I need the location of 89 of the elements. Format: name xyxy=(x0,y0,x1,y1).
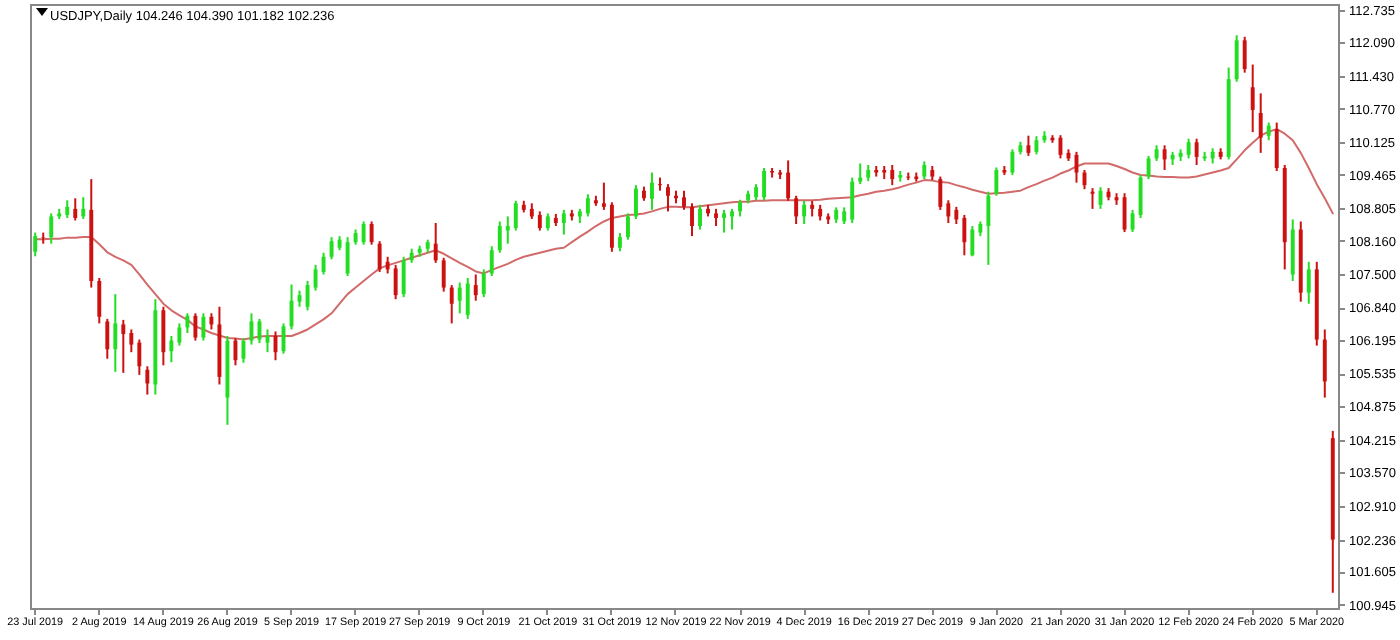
candlestick xyxy=(962,213,967,257)
candlestick xyxy=(129,328,134,354)
candlestick xyxy=(666,183,670,213)
candlestick xyxy=(1274,121,1279,173)
candlestick xyxy=(329,236,334,261)
candlestick xyxy=(938,175,943,211)
candlestick xyxy=(161,305,166,367)
candlestick xyxy=(1058,134,1063,160)
candlestick xyxy=(345,236,350,277)
candlestick xyxy=(1034,135,1039,156)
candlestick xyxy=(730,207,735,231)
candlestick xyxy=(609,201,614,253)
candlestick xyxy=(1146,154,1151,181)
candlestick xyxy=(241,337,246,364)
candlestick xyxy=(1306,260,1311,305)
candlestick xyxy=(313,263,318,292)
candlestick xyxy=(633,184,638,220)
candlestick xyxy=(794,194,799,225)
candlestick xyxy=(601,181,606,211)
candlestick xyxy=(193,312,198,342)
candlestick xyxy=(113,293,118,373)
candlestick xyxy=(169,335,174,364)
candlestick xyxy=(201,312,206,342)
candlestick xyxy=(1162,144,1167,172)
candlestick xyxy=(625,212,630,241)
candlestick xyxy=(49,212,54,245)
candlestick xyxy=(802,199,807,225)
candlestick xyxy=(698,203,702,231)
candlestick xyxy=(513,199,518,232)
candlestick xyxy=(585,193,590,218)
candlestick xyxy=(561,208,566,236)
candlestick xyxy=(650,171,654,211)
candlestick xyxy=(177,322,182,347)
candlestick xyxy=(537,210,542,232)
candlestick xyxy=(41,231,46,245)
candlestick xyxy=(1130,208,1135,234)
candlestick xyxy=(401,255,406,299)
candlestick xyxy=(762,166,767,202)
candlestick xyxy=(185,312,190,334)
candlestick xyxy=(457,281,462,315)
candlestick xyxy=(105,317,110,360)
candlestick xyxy=(481,268,486,299)
candlestick xyxy=(1186,137,1191,160)
candlestick xyxy=(377,240,382,273)
candlestick xyxy=(393,263,398,301)
candlestick xyxy=(321,251,326,276)
candlestick xyxy=(682,189,686,211)
candlestick xyxy=(946,199,951,224)
candlestick xyxy=(1026,134,1031,157)
candlestick xyxy=(73,197,78,222)
candlestick xyxy=(305,280,310,312)
candlestick xyxy=(970,225,975,258)
candlestick xyxy=(722,208,727,234)
candlestick xyxy=(441,256,446,293)
candlestick xyxy=(1290,218,1295,283)
candlestick xyxy=(1010,148,1015,177)
candlestick xyxy=(489,245,494,277)
candlestick xyxy=(617,232,622,253)
candlestick xyxy=(369,220,374,246)
candlestick xyxy=(786,159,791,202)
candlestick xyxy=(850,176,855,224)
candlestick xyxy=(1194,137,1199,166)
candlestick xyxy=(233,337,238,367)
candlestick xyxy=(1250,63,1255,134)
candlestick xyxy=(994,166,999,197)
candlestick xyxy=(505,215,510,245)
candlestick xyxy=(361,220,366,246)
candlestick xyxy=(33,231,38,258)
candlestick xyxy=(1258,92,1263,154)
candlestick xyxy=(97,276,102,325)
candlestick xyxy=(1122,192,1127,234)
candlestick xyxy=(858,162,863,186)
candlestick xyxy=(81,196,86,220)
candlestick xyxy=(449,284,454,325)
candlestick xyxy=(690,202,694,238)
candlestick xyxy=(433,221,438,264)
candlestick xyxy=(658,176,662,192)
candlestick xyxy=(1138,174,1143,219)
candlestick xyxy=(137,338,142,376)
candlestick xyxy=(986,190,991,266)
candlestick xyxy=(1234,34,1239,83)
candlestick xyxy=(465,276,470,320)
candlestick xyxy=(473,273,478,302)
candlestick xyxy=(1322,328,1327,399)
candlestick xyxy=(121,318,126,374)
candlestick xyxy=(1242,35,1247,74)
candlestick xyxy=(497,220,502,254)
candlestick xyxy=(890,163,895,187)
candlestick xyxy=(145,365,150,396)
